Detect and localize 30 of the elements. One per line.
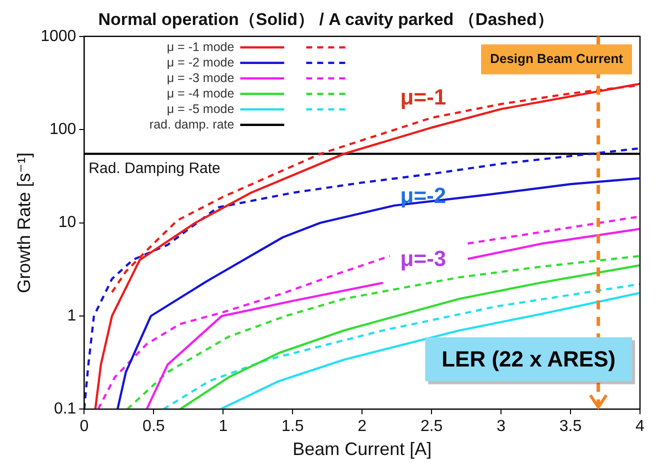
x-tick-label: 4	[636, 418, 645, 436]
annotation: μ=-2	[400, 182, 446, 208]
annotation: μ=-3	[400, 246, 446, 272]
y-tick-label: 1000	[40, 28, 76, 45]
y-tick-label: 1	[67, 307, 76, 324]
y-tick-label: 0.1	[54, 400, 76, 418]
y-tick-label: 100	[49, 121, 76, 138]
annotation: Rad. Damping Rate	[88, 160, 220, 177]
x-tick-label: 3.5	[559, 418, 582, 436]
x-tick-label: 0.5	[142, 418, 165, 436]
x-axis-title: Beam Current [A]	[292, 439, 432, 460]
x-tick-label: 3	[496, 418, 506, 436]
chart-title: Normal operation（Solid） / A cavity parked （Dashed）	[98, 10, 554, 29]
y-axis-title: Growth Rate [s⁻¹]	[14, 152, 34, 294]
line-series	[162, 282, 640, 410]
x-tick-label: 1.5	[281, 418, 304, 436]
x-tick-label: 1	[218, 418, 228, 436]
x-tick-label: 0	[80, 418, 89, 436]
annotation: LER (22 x ARES)	[442, 346, 616, 372]
y-tick-label: 10	[58, 214, 76, 232]
x-tick-label: 2	[358, 418, 367, 436]
ref-line-label: Design Beam Current	[490, 50, 624, 66]
legend-label: rad. damp. rate	[149, 117, 234, 132]
legend-label: μ = -2 mode	[166, 55, 234, 70]
legend-label: μ = -5 mode	[166, 102, 234, 116]
legend-label: μ = -4 mode	[166, 86, 234, 100]
x-tick-label: 2.5	[420, 418, 443, 436]
legend-label: μ = -1 mode	[166, 40, 234, 54]
annotation: μ=-1	[400, 84, 446, 110]
legend-label: μ = -3 mode	[166, 70, 234, 85]
